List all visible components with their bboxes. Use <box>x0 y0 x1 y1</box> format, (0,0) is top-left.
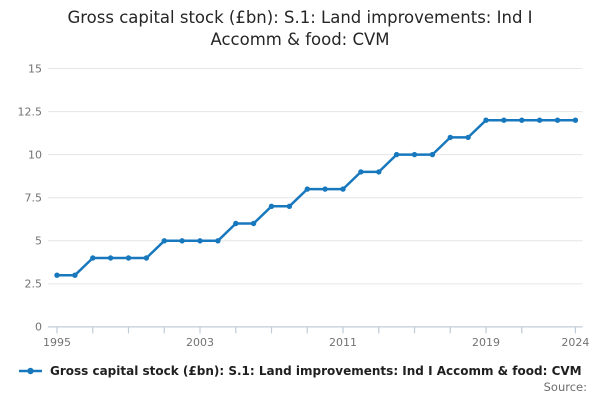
data-point <box>465 134 471 141</box>
data-point <box>143 255 150 261</box>
legend-label: Gross capital stock (£bn): S.1: Land imp… <box>50 364 582 378</box>
data-point <box>268 203 275 209</box>
data-point <box>447 134 453 141</box>
data-point <box>572 117 579 123</box>
data-point <box>161 238 167 244</box>
data-point <box>519 117 525 123</box>
data-point <box>72 272 78 278</box>
data-point <box>358 169 364 175</box>
data-point <box>554 117 561 123</box>
legend-line-marker-icon <box>19 367 42 375</box>
y-axis-tick-label: 5 <box>35 235 42 248</box>
y-axis-tick-label: 15 <box>28 62 42 75</box>
data-point <box>429 151 436 158</box>
data-point <box>304 186 310 192</box>
data-point <box>322 186 328 192</box>
y-axis-tick-label: 10 <box>28 148 42 161</box>
data-point <box>107 255 114 261</box>
data-point <box>54 272 60 278</box>
data-point <box>179 238 185 244</box>
chart-title: Gross capital stock (£bn): S.1: Land imp… <box>0 7 600 51</box>
data-point <box>411 151 418 158</box>
data-point <box>501 117 507 123</box>
legend: Gross capital stock (£bn): S.1: Land imp… <box>18 362 582 380</box>
x-axis-tick-label: 2011 <box>329 336 357 349</box>
data-line <box>55 118 577 277</box>
data-point <box>215 238 221 244</box>
y-axis-tick-label: 2.5 <box>25 278 43 291</box>
data-point <box>286 203 293 209</box>
source-label: Source: <box>543 380 587 394</box>
data-point <box>90 255 96 261</box>
y-axis-tick-label: 0 <box>35 321 42 334</box>
data-point <box>393 151 400 158</box>
data-point <box>483 117 489 123</box>
data-point <box>125 255 132 261</box>
y-axis-tick-label: 7.5 <box>25 192 43 205</box>
x-axis-tick-label: 2019 <box>472 336 500 349</box>
x-axis-tick-label: 1995 <box>43 336 71 349</box>
data-point <box>340 186 346 192</box>
data-point <box>233 220 239 227</box>
x-axis-tick-label: 2003 <box>186 336 214 349</box>
data-point <box>376 169 382 175</box>
x-axis-tick-label: 2024 <box>561 336 589 349</box>
y-axis-tick-label: 12.5 <box>18 105 43 118</box>
chart-title-line1: Gross capital stock (£bn): S.1: Land imp… <box>67 8 533 27</box>
chart-title-line2: Accomm & food: CVM <box>210 30 390 49</box>
data-point <box>536 117 543 123</box>
data-point <box>250 220 257 227</box>
data-point <box>197 238 203 244</box>
